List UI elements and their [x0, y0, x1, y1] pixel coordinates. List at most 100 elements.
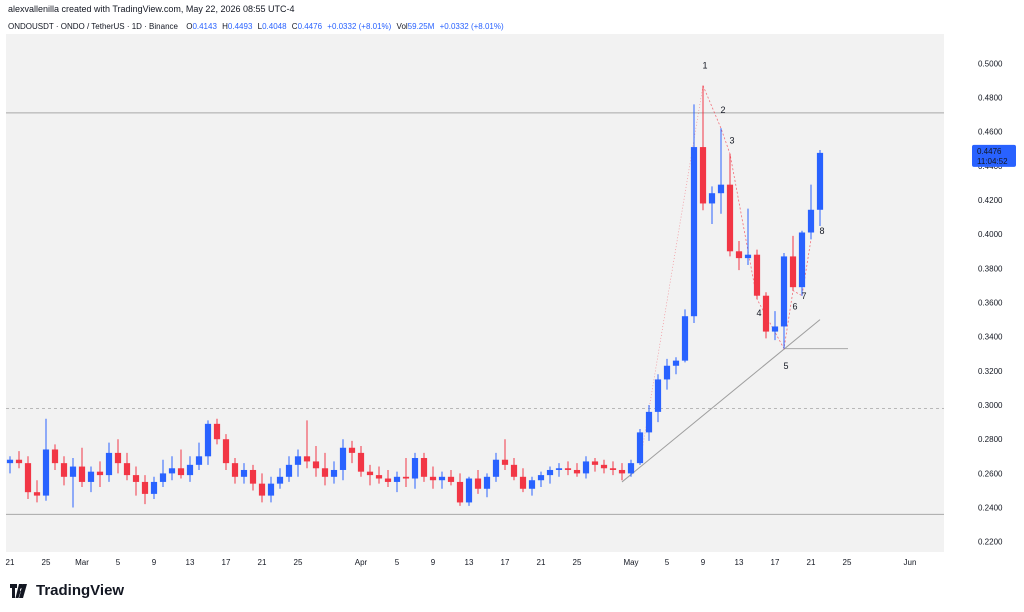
candle	[519, 468, 527, 493]
candle-body	[555, 468, 563, 470]
candle	[24, 456, 32, 500]
candle-body	[807, 209, 815, 233]
candle-body	[690, 147, 698, 317]
candle-body	[186, 464, 194, 476]
candle	[204, 420, 212, 465]
candle-body	[24, 463, 32, 493]
wave-label-1: 1	[702, 60, 707, 70]
candle	[141, 475, 149, 505]
candle-body	[168, 468, 176, 474]
candle	[717, 128, 725, 214]
candle-body	[276, 476, 284, 484]
candle	[447, 469, 455, 486]
candle-body	[321, 468, 329, 477]
candle-body	[663, 365, 671, 380]
candle-body	[249, 469, 257, 484]
candle-body	[483, 476, 491, 489]
candle-body	[600, 464, 608, 469]
candle	[366, 464, 374, 486]
candle-body	[627, 463, 635, 474]
candle-body	[402, 476, 410, 479]
candle-body	[213, 423, 221, 440]
candle	[636, 428, 644, 465]
candle	[735, 241, 743, 271]
candle-body	[447, 476, 455, 482]
candle-body	[87, 471, 95, 482]
candle-body	[384, 478, 392, 482]
candle-body	[330, 469, 338, 477]
candle-body	[573, 469, 581, 474]
y-tick-label: 0.3200	[978, 367, 1003, 376]
candle	[762, 292, 770, 339]
candle	[285, 456, 293, 482]
candle	[168, 456, 176, 481]
candle	[321, 452, 329, 486]
y-tick-label: 0.2200	[978, 538, 1003, 547]
candle-body	[744, 254, 752, 259]
candle-body	[708, 193, 716, 204]
candle	[429, 466, 437, 489]
price-axis[interactable]: 0.50000.48000.46000.44000.42000.40000.38…	[978, 59, 1003, 546]
candle	[528, 476, 536, 496]
candle	[6, 456, 14, 474]
candle-body	[141, 481, 149, 494]
candle	[51, 444, 59, 470]
symbol-name[interactable]: ONDOUSDT · ONDO / TetherUS · 1D · Binanc…	[8, 22, 178, 31]
close-value: 0.4476	[297, 22, 323, 31]
y-tick-label: 0.2600	[978, 469, 1003, 478]
candle-body	[798, 232, 806, 288]
candle	[303, 420, 311, 469]
candle-body	[726, 184, 734, 252]
x-tick-label: 5	[395, 558, 400, 567]
candle	[591, 458, 599, 472]
candle-body	[420, 458, 428, 477]
tradingview-logo[interactable]: TradingView	[8, 582, 124, 599]
candle	[258, 473, 266, 503]
high-label: H	[222, 22, 228, 31]
change-value: +0.0332 (+8.01%)	[327, 22, 392, 31]
candle	[78, 447, 86, 488]
candle	[798, 230, 806, 296]
candle-body	[285, 464, 293, 477]
price-tag-price: 0.4476	[977, 147, 1002, 156]
candle	[339, 439, 347, 481]
y-tick-label: 0.2400	[978, 504, 1003, 513]
candle	[411, 452, 419, 489]
candle	[15, 451, 23, 469]
candle	[420, 452, 428, 482]
candle	[690, 104, 698, 324]
y-tick-label: 0.3000	[978, 401, 1003, 410]
plot-background	[6, 34, 944, 552]
open-value: 0.4143	[192, 22, 217, 31]
candle-body	[609, 468, 617, 470]
candle	[465, 476, 473, 506]
candle-body	[339, 447, 347, 470]
candle-body	[357, 452, 365, 472]
candle	[402, 458, 410, 488]
candle	[114, 439, 122, 474]
horizontal-lines	[6, 112, 944, 515]
candle	[33, 480, 41, 503]
candle	[348, 440, 356, 464]
candle	[492, 452, 500, 482]
candle	[42, 418, 50, 501]
candle	[213, 418, 221, 445]
candle-body	[789, 256, 797, 288]
candle-body	[132, 475, 140, 482]
candle-body	[546, 469, 554, 476]
candle-body	[501, 459, 509, 465]
candle-body	[240, 469, 248, 477]
candle	[393, 471, 401, 493]
wave-path	[702, 85, 812, 350]
y-tick-label: 0.2800	[978, 435, 1003, 444]
candle	[231, 458, 239, 484]
candle-body	[69, 466, 77, 477]
candle	[645, 405, 653, 441]
candle-body	[510, 464, 518, 477]
time-axis[interactable]: 21 25 Mar 5 9 13 17 21 25 Apr 5 9 13 17 21 25 May 5 9 13 17 2…	[6, 558, 917, 567]
volume-change-value: +0.0332 (+8.01%)	[439, 22, 504, 31]
candle-body	[150, 481, 158, 494]
x-tick-label: Apr	[355, 558, 368, 567]
candle	[537, 471, 545, 488]
